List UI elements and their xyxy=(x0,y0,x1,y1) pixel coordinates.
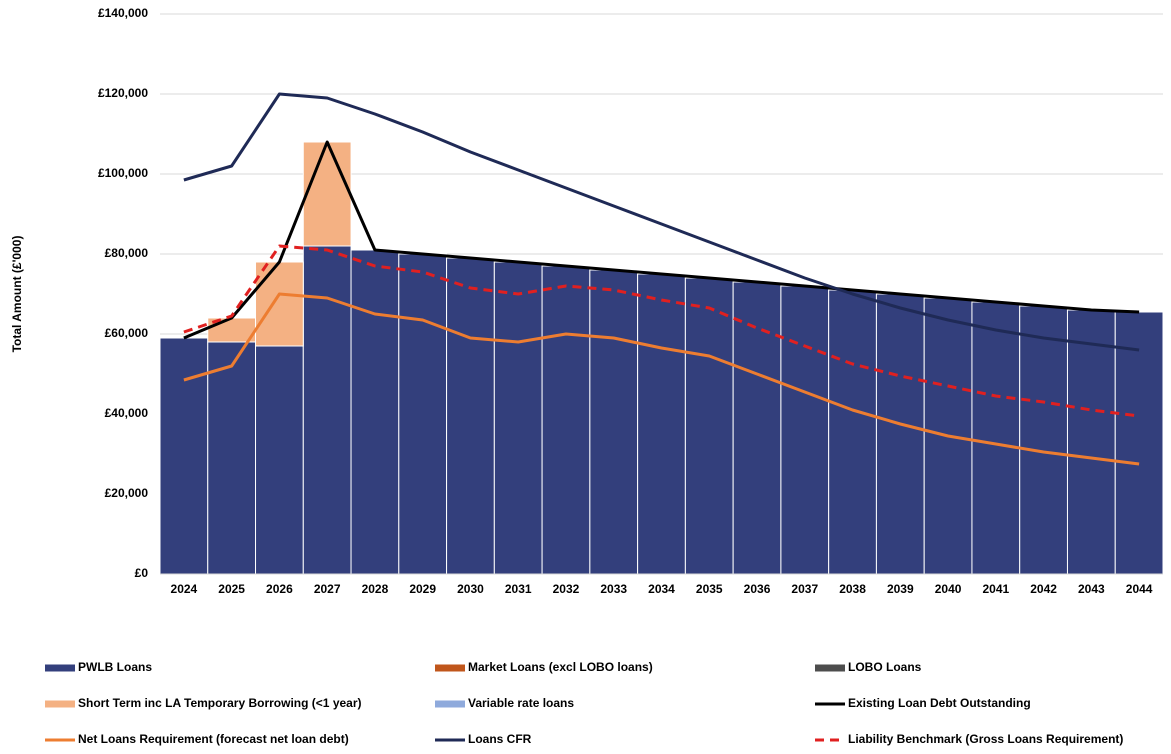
y-tick-label: £0 xyxy=(135,566,149,580)
x-tick-label: 2029 xyxy=(409,582,436,596)
bar xyxy=(302,245,352,575)
bar xyxy=(971,301,1021,575)
legend-label: Liability Benchmark (Gross Loans Require… xyxy=(848,732,1123,746)
bar xyxy=(1019,305,1068,575)
line-series xyxy=(183,92,1140,352)
legend-label: Market Loans (excl LOBO loans) xyxy=(468,660,653,674)
x-tick-label: 2035 xyxy=(696,582,723,596)
x-tick-label: 2031 xyxy=(505,582,532,596)
legend-label: Variable rate loans xyxy=(468,696,574,710)
bar xyxy=(1066,309,1116,575)
x-tick-label: 2042 xyxy=(1030,582,1057,596)
x-tick-label: 2033 xyxy=(600,582,627,596)
bar xyxy=(398,253,448,575)
legend-label: Loans CFR xyxy=(468,732,532,746)
x-tick-label: 2044 xyxy=(1126,582,1153,596)
y-tick-label: £40,000 xyxy=(105,406,149,420)
x-tick-label: 2043 xyxy=(1078,582,1105,596)
x-tick-label: 2030 xyxy=(457,582,484,596)
bar xyxy=(446,257,495,575)
x-tick-label: 2036 xyxy=(744,582,771,596)
legend-label: Net Loans Requirement (forecast net loan… xyxy=(78,732,349,746)
x-tick-label: 2040 xyxy=(935,582,962,596)
x-tick-label: 2028 xyxy=(362,582,389,596)
bar xyxy=(541,265,591,575)
y-tick-label: £140,000 xyxy=(98,6,148,20)
legend-label: LOBO Loans xyxy=(848,660,922,674)
y-tick-label: £120,000 xyxy=(98,86,148,100)
bar xyxy=(302,141,352,247)
bar xyxy=(350,249,400,575)
legend-label: Short Term inc LA Temporary Borrowing (<… xyxy=(78,696,362,710)
x-tick-label: 2024 xyxy=(171,582,198,596)
x-tick-label: 2041 xyxy=(982,582,1009,596)
bar xyxy=(732,281,782,575)
x-tick-label: 2027 xyxy=(314,582,341,596)
legend-label: PWLB Loans xyxy=(78,660,152,674)
bar xyxy=(159,337,209,575)
x-tick-label: 2032 xyxy=(553,582,580,596)
y-tick-label: £100,000 xyxy=(98,166,148,180)
bar xyxy=(493,261,543,575)
x-tick-label: 2025 xyxy=(218,582,245,596)
x-tick-label: 2034 xyxy=(648,582,675,596)
line-series xyxy=(183,140,1140,340)
legend-label: Existing Loan Debt Outstanding xyxy=(848,696,1031,710)
bar xyxy=(255,261,304,347)
bar xyxy=(207,341,257,575)
bar xyxy=(684,277,734,575)
bar xyxy=(589,269,639,575)
bar xyxy=(1114,311,1164,575)
bar xyxy=(828,289,877,575)
line-series xyxy=(183,292,1140,466)
x-tick-label: 2038 xyxy=(839,582,866,596)
x-tick-label: 2037 xyxy=(791,582,818,596)
x-tick-label: 2026 xyxy=(266,582,293,596)
y-axis-label: Total Amount (£'000) xyxy=(10,236,24,353)
bar xyxy=(780,285,830,575)
bar xyxy=(255,345,304,575)
line-series xyxy=(183,244,1140,418)
x-tick-label: 2039 xyxy=(887,582,914,596)
y-tick-label: £20,000 xyxy=(105,486,149,500)
y-tick-label: £60,000 xyxy=(105,326,149,340)
bar xyxy=(875,293,925,575)
y-tick-label: £80,000 xyxy=(105,246,149,260)
bar xyxy=(637,273,686,575)
